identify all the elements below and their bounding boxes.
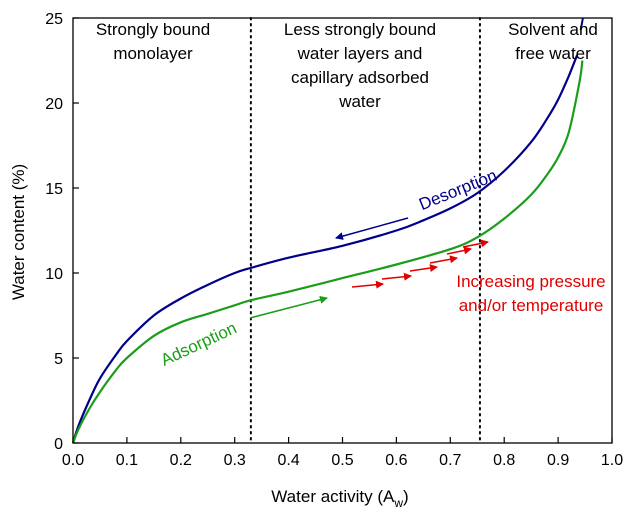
- desorption-curve-tail: [579, 17, 584, 31]
- y-tick-label: 15: [45, 181, 63, 198]
- desorption-label: Desorption: [416, 166, 499, 214]
- y-axis-label: Water content (%): [9, 164, 28, 300]
- region-label-line: free water: [515, 44, 591, 63]
- x-tick-label: 1.0: [601, 452, 623, 469]
- pressure-label-line: and/or temperature: [459, 296, 604, 315]
- desorption-arrow: [335, 217, 409, 240]
- x-tick-label: 0.2: [170, 452, 192, 469]
- region-labels: Strongly bound monolayer Less strongly bou…: [96, 20, 598, 111]
- y-tick-label: 25: [45, 11, 63, 28]
- region-label-line: water: [338, 92, 381, 111]
- x-axis-label: Water activity (Aw): [271, 487, 408, 509]
- x-tick-label: 0.9: [547, 452, 569, 469]
- x-tick-label: 0.6: [385, 452, 407, 469]
- x-axis-label-sub: w: [393, 496, 403, 509]
- pressure-arrow: [409, 264, 438, 272]
- x-tick-label: 0.7: [439, 452, 461, 469]
- pressure-arrow: [381, 272, 412, 281]
- pressure-arrow: [462, 239, 489, 248]
- region-label-line: Less strongly bound: [284, 20, 436, 39]
- y-tick-label: 20: [45, 96, 63, 113]
- adsorption-arrow: [249, 295, 328, 319]
- x-tick-label: 0.4: [277, 452, 299, 469]
- adsorption-curve: [71, 60, 584, 444]
- desorption-curve: [71, 54, 579, 444]
- pressure-label-line: Increasing pressure: [456, 272, 605, 291]
- x-axis-label-close: ): [403, 487, 409, 506]
- region-label-line: water layers and: [297, 44, 423, 63]
- region-label-line: Solvent and: [508, 20, 598, 39]
- region-label-line: capillary adsorbed: [291, 68, 429, 87]
- curves: [71, 17, 584, 444]
- x-axis-label-main: Water activity (A: [271, 487, 395, 506]
- x-tick-label: 0.0: [62, 452, 84, 469]
- y-tick-label: 10: [45, 266, 63, 283]
- y-tick-label: 5: [54, 351, 63, 368]
- region-label-line: Strongly bound: [96, 20, 210, 39]
- x-tick-label: 0.1: [116, 452, 138, 469]
- x-tick-label: 0.8: [493, 452, 515, 469]
- y-tick-label: 0: [54, 436, 63, 453]
- pressure-arrow: [446, 246, 472, 255]
- x-tick-label: 0.5: [331, 452, 353, 469]
- region-divider-lines: [249, 17, 481, 444]
- axis-ticks: 0.0 0.1 0.2 0.3 0.4 0.5 0.6 0.7 0.8 0.9 1.0 0 5 10 15 2…: [45, 11, 623, 469]
- pressure-arrow: [351, 280, 384, 289]
- pressure-arrow: [429, 255, 458, 264]
- x-tick-label: 0.3: [224, 452, 246, 469]
- region-label-line: monolayer: [113, 44, 193, 63]
